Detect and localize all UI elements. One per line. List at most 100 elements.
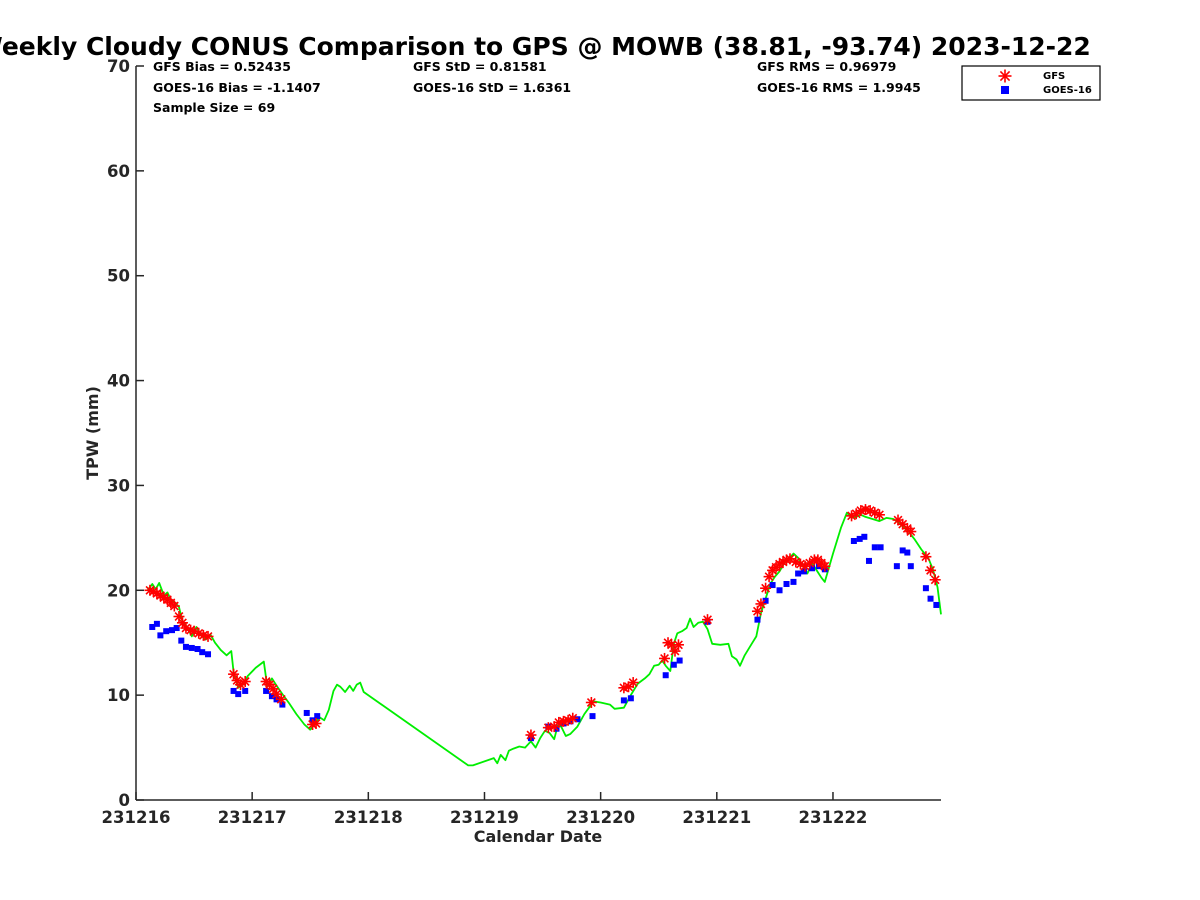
gfs-point xyxy=(755,598,767,610)
goes-16-point xyxy=(907,563,914,570)
stat-text: GFS RMS = 0.96979 xyxy=(757,59,896,74)
goes-16-point xyxy=(776,587,783,594)
y-tick-label: 30 xyxy=(107,476,130,495)
goes-16-point xyxy=(856,535,863,542)
gfs-point xyxy=(228,668,240,680)
gfs-point xyxy=(585,696,597,708)
goes-16-point xyxy=(574,716,581,723)
gfs-point xyxy=(542,722,554,734)
chart-title: Weekly Cloudy CONUS Comparison to GPS @ … xyxy=(0,32,1091,61)
statistics-text: GFS Bias = 0.52435 GFS StD = 0.81581 GFS R… xyxy=(153,59,921,115)
y-tick-label: 70 xyxy=(107,57,130,76)
gfs-point xyxy=(905,526,917,538)
goes-16-point xyxy=(279,701,286,708)
stat-text: GOES-16 Bias = -1.1407 xyxy=(153,80,321,95)
goes-16-point xyxy=(182,643,189,650)
y-tick-label: 10 xyxy=(107,686,130,705)
goes-16-point xyxy=(809,565,816,572)
goes-16-point xyxy=(178,637,185,644)
goes-16-point xyxy=(589,713,596,720)
goes-16-point xyxy=(899,547,906,554)
goes-16-point xyxy=(927,595,934,602)
y-tick-label: 40 xyxy=(107,372,130,391)
legend-label: GOES-16 xyxy=(1043,85,1092,96)
legend-box xyxy=(961,65,1101,101)
goes-16-point xyxy=(762,597,769,604)
gfs-point xyxy=(168,600,180,612)
x-tick-label: 231221 xyxy=(682,808,751,827)
gfs-point xyxy=(659,652,671,664)
gfs-point xyxy=(929,574,941,586)
goes-16-point xyxy=(173,625,180,632)
goes-16-point xyxy=(933,601,940,608)
goes-16-point xyxy=(314,713,321,720)
goes-16-point xyxy=(303,709,310,716)
gfs-point xyxy=(666,639,678,651)
goes-16-point xyxy=(850,538,857,545)
gfs-point xyxy=(819,560,831,572)
y-tick-label: 50 xyxy=(107,267,130,286)
gfs-point xyxy=(567,712,579,724)
goes-16-point xyxy=(783,580,790,587)
plot-series xyxy=(144,504,942,767)
goes-16-point xyxy=(620,697,627,704)
goes-16-point xyxy=(790,578,797,585)
goes-16-point xyxy=(263,687,270,694)
goes-16-point xyxy=(169,627,176,634)
x-tick-label: 231216 xyxy=(102,808,171,827)
goes-16-point xyxy=(199,649,206,656)
goes-16-point xyxy=(153,620,160,627)
y-tick-label: 0 xyxy=(119,791,130,810)
gfs-point xyxy=(176,617,188,629)
x-tick-label: 231218 xyxy=(334,808,403,827)
goes-16-point xyxy=(662,672,669,679)
goes-16-point xyxy=(877,544,884,551)
goes-16-point xyxy=(871,544,878,551)
gfs-point xyxy=(672,639,684,651)
axes: 0 10 20 30 40 50 60 70 231216 231217 231218 231219 2… xyxy=(102,57,941,827)
x-tick-label: 231217 xyxy=(218,808,287,827)
stat-text: GOES-16 StD = 1.6361 xyxy=(413,80,571,95)
goes-16-point xyxy=(861,533,868,540)
gfs-point xyxy=(525,729,537,741)
goes-16-point xyxy=(188,644,195,651)
goes-16-point xyxy=(904,549,911,556)
goes-16-point xyxy=(194,646,201,653)
x-axis-label: Calendar Date xyxy=(474,827,603,846)
goes-16-point xyxy=(149,623,156,630)
goes-16-point xyxy=(230,687,237,694)
gfs-point xyxy=(239,676,251,688)
stat-text: Sample Size = 69 xyxy=(153,100,275,115)
gfs-point xyxy=(920,551,932,563)
legend: GFS GOES-16 xyxy=(961,65,1101,101)
gfs-point xyxy=(873,509,885,521)
stat-text: GFS StD = 0.81581 xyxy=(413,59,547,74)
goes-16-point xyxy=(157,632,164,639)
stat-text: GFS Bias = 0.52435 xyxy=(153,59,291,74)
y-tick-label: 20 xyxy=(107,581,130,600)
goes-16-point xyxy=(795,570,802,577)
goes-16-point xyxy=(242,687,249,694)
goes-16-point xyxy=(235,691,242,698)
goes-16-point xyxy=(205,651,212,658)
x-tick-label: 231222 xyxy=(799,808,868,827)
gfs-point xyxy=(925,564,937,576)
gfs-point xyxy=(275,693,287,705)
goes-16-point xyxy=(922,585,929,592)
legend-label: GFS xyxy=(1043,71,1065,82)
goes-16-point xyxy=(268,693,275,700)
gfs-point xyxy=(760,582,772,594)
x-tick-label: 231219 xyxy=(450,808,519,827)
goes-16-point xyxy=(676,657,683,664)
goes-16-point xyxy=(865,557,872,564)
goes-16-point xyxy=(754,616,761,623)
goes-16-point xyxy=(893,563,900,570)
gfs-point xyxy=(627,677,639,689)
goes-16-point xyxy=(670,661,677,668)
y-axis-label: TPW (mm) xyxy=(83,386,102,480)
gfs-point xyxy=(310,717,322,729)
goes-16-point xyxy=(800,568,807,575)
legend-marker-gfs xyxy=(998,69,1012,83)
